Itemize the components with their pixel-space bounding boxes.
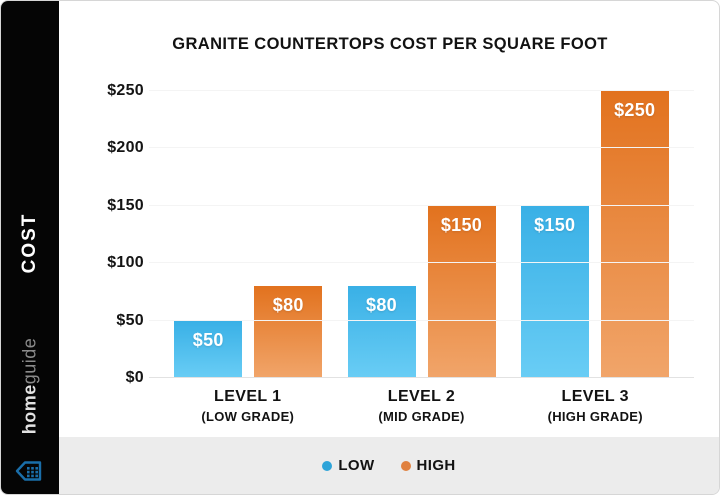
bar-value-label: $150 — [534, 214, 576, 235]
bar-value-label: $250 — [614, 100, 656, 120]
bar-group: $50 $80 — [174, 286, 323, 378]
bar-value-label: $80 — [366, 295, 397, 316]
y-tick-label: $0 — [125, 369, 144, 386]
legend-item-high: HIGH — [400, 457, 456, 474]
low-bar: $50 — [174, 320, 243, 378]
gridline — [149, 262, 694, 264]
y-tick-label: $200 — [107, 139, 144, 157]
category-sub-label: (HIGH GRADE) — [547, 409, 643, 424]
bar-group: $80 $150 — [347, 205, 496, 378]
category-label: LEVEL 3 (HIGH GRADE) — [520, 388, 670, 424]
y-axis-title: COST — [19, 212, 40, 274]
category-sub-label: (MID GRADE) — [378, 409, 465, 424]
bar-groups: $50 $80 $80 $150 $150 $250 — [149, 91, 694, 378]
brand-logo-text: homeguide — [20, 338, 41, 435]
brand-bold: home — [19, 384, 40, 435]
category-label: LEVEL 2 (MID GRADE) — [347, 388, 497, 424]
chart-title: GRANITE COUNTERTOPS COST PER SQUARE FOOT — [172, 35, 608, 53]
gridline — [149, 204, 694, 206]
category-main-label: LEVEL 1 — [214, 388, 282, 405]
low-bar: $80 — [347, 286, 416, 378]
gridline — [149, 90, 694, 91]
bar-group: $150 $250 — [520, 91, 669, 378]
legend: LOW HIGH — [59, 437, 719, 494]
gridline — [149, 319, 694, 321]
category-sub-label: (LOW GRADE) — [201, 409, 295, 424]
high-bar: $250 — [600, 91, 669, 378]
high-bar: $150 — [427, 205, 496, 378]
legend-dot — [400, 460, 411, 471]
y-tick-label: $100 — [107, 254, 144, 272]
high-bar: $80 — [254, 286, 323, 378]
bar-value-label: $50 — [192, 329, 224, 350]
legend-label: LOW — [338, 457, 375, 474]
gridline — [149, 377, 694, 378]
gridline — [149, 147, 694, 149]
low-bar: $150 — [520, 205, 589, 378]
y-axis-labels: $0 $50 $100 $150 $200 $250 — [59, 1, 144, 494]
y-tick-label: $150 — [107, 196, 144, 214]
house-icon — [15, 461, 42, 481]
brand-light: guide — [19, 337, 40, 385]
y-tick-label: $50 — [116, 311, 144, 329]
category-label: LEVEL 1 (LOW GRADE) — [173, 388, 323, 424]
category-labels: LEVEL 1 (LOW GRADE) LEVEL 2 (MID GRADE) LEVE… — [149, 388, 694, 424]
sidebar: COST homeguide — [1, 1, 59, 494]
legend-dot — [322, 460, 333, 471]
legend-item-low: LOW — [322, 457, 374, 474]
category-main-label: LEVEL 3 — [561, 388, 629, 405]
y-tick-label: $250 — [107, 82, 144, 99]
legend-label: HIGH — [416, 457, 456, 474]
category-main-label: LEVEL 2 — [387, 388, 456, 405]
bar-value-label: $150 — [440, 214, 483, 235]
plot-area: $50 $80 $80 $150 $150 $250 — [149, 90, 694, 378]
bar-value-label: $80 — [272, 295, 304, 316]
